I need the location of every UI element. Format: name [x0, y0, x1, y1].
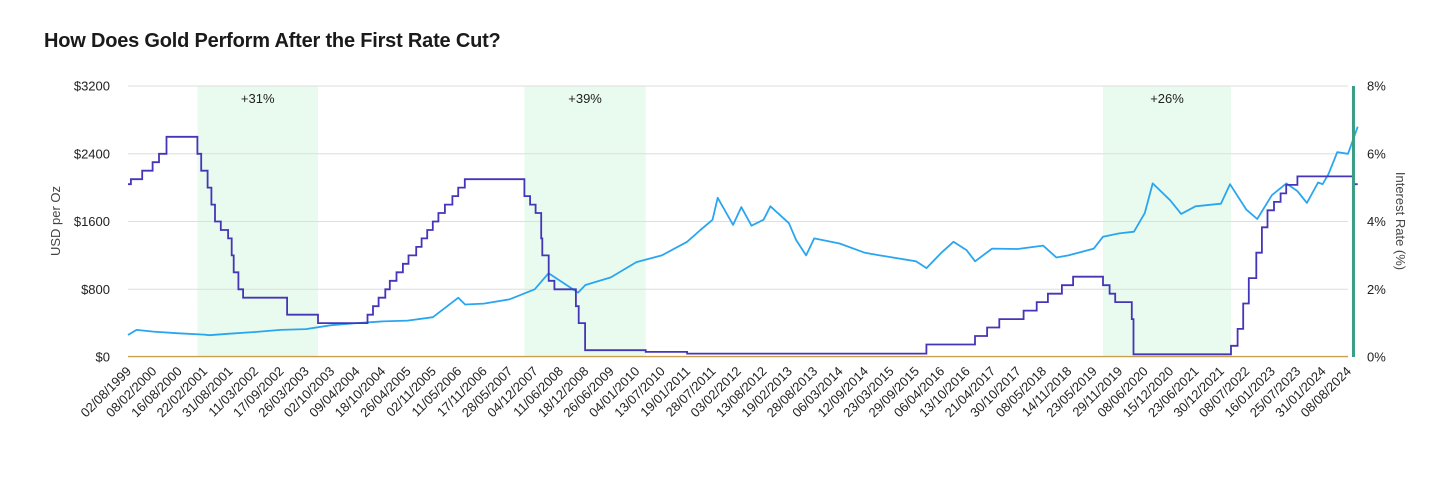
y-axis-right: 0% 2% 4% 6% 8% [1367, 79, 1386, 365]
band-label: +31% [241, 91, 275, 106]
y-right-tick-label: 0% [1367, 350, 1386, 365]
y-right-tick-label: 8% [1367, 79, 1386, 94]
y-tick-label: $800 [81, 282, 110, 297]
y-tick-label: $0 [96, 350, 110, 365]
x-axis: 02/08/199908/02/200016/08/200022/02/2001… [77, 364, 1354, 421]
y-axis-left-title: USD per Oz [48, 186, 63, 256]
y-axis-right-title: Interest Rate (%) [1393, 172, 1408, 270]
series-line-interest-rate [128, 135, 1358, 356]
series-lines [127, 86, 1359, 358]
y-tick-label: $2400 [74, 146, 110, 161]
chart-title: How Does Gold Perform After the First Ra… [44, 30, 501, 52]
band-label: +39% [568, 91, 602, 106]
y-tick-label: $1600 [74, 214, 110, 229]
band-label: +26% [1150, 91, 1184, 106]
y-right-tick-label: 4% [1367, 214, 1386, 229]
y-tick-label: $3200 [74, 79, 110, 94]
y-right-tick-label: 6% [1367, 146, 1386, 161]
y-right-tick-label: 2% [1367, 282, 1386, 297]
series-line-gold [127, 126, 1359, 337]
y-axis-left: $0 $800 $1600 $2400 $3200 [74, 79, 110, 365]
